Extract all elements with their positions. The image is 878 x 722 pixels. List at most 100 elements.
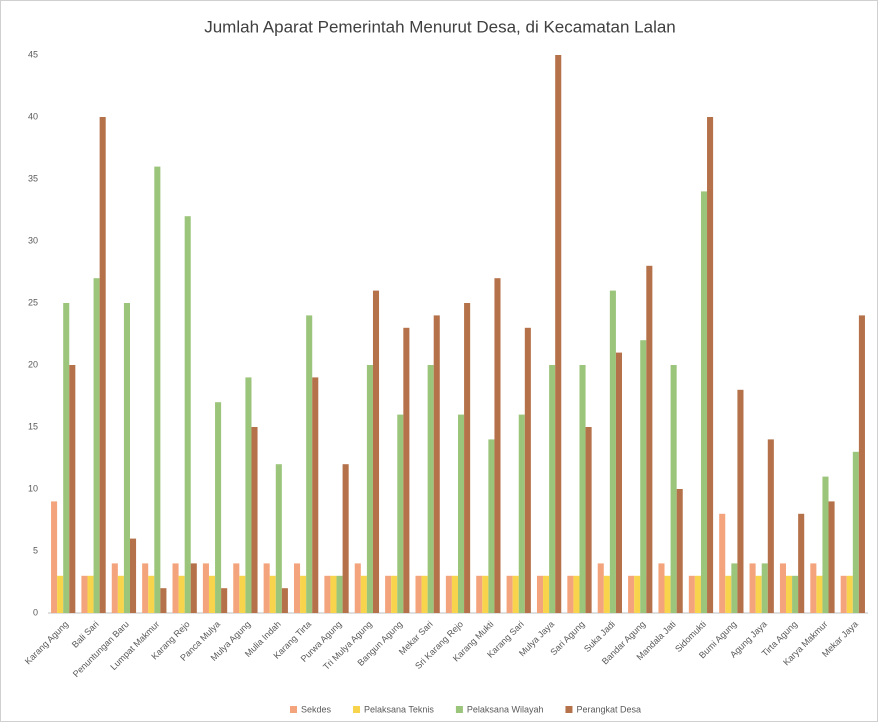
bar xyxy=(767,439,774,613)
bar xyxy=(391,575,398,613)
bar xyxy=(294,563,301,613)
bar xyxy=(524,327,531,613)
bar xyxy=(421,575,428,613)
bar xyxy=(646,265,653,613)
bar xyxy=(761,563,768,613)
bar xyxy=(615,352,622,613)
bar xyxy=(251,427,258,613)
bar xyxy=(403,327,410,613)
bar xyxy=(725,575,732,613)
bar xyxy=(324,575,331,613)
bar xyxy=(275,464,282,613)
bar xyxy=(828,501,835,613)
bar xyxy=(51,501,58,613)
bar xyxy=(69,365,76,613)
legend-label: Perangkat Desa xyxy=(576,704,641,714)
bar xyxy=(731,563,738,613)
bar xyxy=(221,588,228,613)
bar xyxy=(360,575,367,613)
bar xyxy=(755,575,762,613)
legend-label: Pelaksana Teknis xyxy=(364,704,434,714)
bar xyxy=(822,476,829,613)
legend-swatch xyxy=(565,706,573,713)
y-tick-label: 40 xyxy=(28,111,38,121)
bar xyxy=(385,575,392,613)
bar xyxy=(281,588,288,613)
bar xyxy=(852,451,859,613)
bar xyxy=(670,365,677,613)
bar xyxy=(676,489,683,613)
bar xyxy=(93,278,100,613)
bar xyxy=(451,575,458,613)
bar xyxy=(342,464,349,613)
bar xyxy=(658,563,665,613)
bar xyxy=(640,340,647,613)
bar xyxy=(555,55,562,613)
bar xyxy=(694,575,701,613)
y-tick-label: 35 xyxy=(28,173,38,183)
bar xyxy=(269,575,276,613)
bar xyxy=(846,575,853,613)
bar xyxy=(585,427,592,613)
bar xyxy=(458,414,465,613)
bar xyxy=(57,575,64,613)
bar xyxy=(245,377,252,613)
bar xyxy=(445,575,452,613)
bar xyxy=(700,191,708,613)
bar xyxy=(415,575,422,613)
bar xyxy=(215,402,222,613)
y-tick-label: 25 xyxy=(28,297,38,307)
legend-label: Sekdes xyxy=(301,704,332,714)
bar xyxy=(123,303,130,613)
bar xyxy=(549,365,556,613)
bar xyxy=(737,389,744,613)
bar xyxy=(609,290,616,613)
bar xyxy=(482,575,489,613)
bar xyxy=(488,439,495,613)
bar xyxy=(597,563,604,613)
y-tick-label: 0 xyxy=(33,607,38,617)
bar xyxy=(567,575,574,613)
bar xyxy=(397,414,404,613)
bar xyxy=(202,563,209,613)
bar xyxy=(190,563,197,613)
bar xyxy=(840,575,847,613)
bar xyxy=(233,563,240,613)
bar xyxy=(366,365,373,613)
bar xyxy=(81,575,88,613)
bar xyxy=(573,575,580,613)
bar xyxy=(239,575,246,613)
bar xyxy=(464,303,471,613)
bar xyxy=(130,538,137,613)
bar xyxy=(330,575,337,613)
bar xyxy=(798,513,805,613)
bar xyxy=(208,575,216,613)
legend-swatch xyxy=(353,706,361,713)
y-tick-label: 10 xyxy=(28,483,38,493)
bar xyxy=(707,117,714,613)
bar xyxy=(688,575,695,613)
legend-label: Pelaksana Wilayah xyxy=(467,704,544,714)
y-tick-label: 30 xyxy=(28,235,38,245)
bar xyxy=(111,563,118,613)
bar xyxy=(634,575,641,613)
y-tick-label: 15 xyxy=(28,421,38,431)
bar xyxy=(786,575,793,613)
bar xyxy=(506,575,513,613)
bar xyxy=(300,575,307,613)
bar xyxy=(810,563,817,613)
legend-swatch xyxy=(290,706,297,713)
bar xyxy=(816,575,823,613)
bar xyxy=(536,575,544,613)
bar xyxy=(87,575,94,613)
bar xyxy=(306,315,313,613)
bar xyxy=(148,575,155,613)
bar xyxy=(779,563,786,613)
bar xyxy=(603,575,610,613)
bar xyxy=(99,117,106,613)
bar xyxy=(336,575,343,613)
y-tick-label: 45 xyxy=(28,49,38,59)
bar xyxy=(792,575,799,613)
